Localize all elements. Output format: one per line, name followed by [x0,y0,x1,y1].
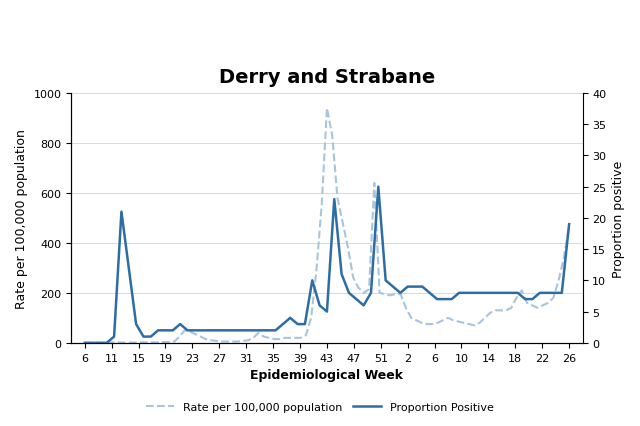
Rate per 100,000 population [144,340,152,345]
Proportion Positive [565,222,573,227]
Rate per 100,000 population [181,328,189,333]
Proportion Positive [154,328,162,333]
Line: Proportion Positive: Proportion Positive [84,187,569,343]
Y-axis label: Proportion positive: Proportion positive [612,160,625,277]
Line: Rate per 100,000 population: Rate per 100,000 population [84,109,569,343]
Proportion Positive [279,322,287,327]
Proportion Positive [301,322,308,327]
Rate per 100,000 population [470,323,478,328]
Proportion Positive [140,334,147,340]
Y-axis label: Rate per 100,000 population: Rate per 100,000 population [15,129,28,308]
Rate per 100,000 population [323,106,331,111]
Rate per 100,000 population [328,133,336,138]
Rate per 100,000 population [565,223,573,228]
Rate per 100,000 population [423,322,431,327]
Proportion Positive [81,340,88,345]
Proportion Positive [536,291,543,296]
Rate per 100,000 population [81,340,88,345]
Proportion Positive [455,291,463,296]
Legend: Rate per 100,000 population, Proportion Positive: Rate per 100,000 population, Proportion … [141,397,499,416]
X-axis label: Epidemiological Week: Epidemiological Week [250,368,403,381]
Proportion Positive [374,184,382,190]
Title: Derry and Strabane: Derry and Strabane [219,68,435,86]
Rate per 100,000 population [160,340,168,345]
